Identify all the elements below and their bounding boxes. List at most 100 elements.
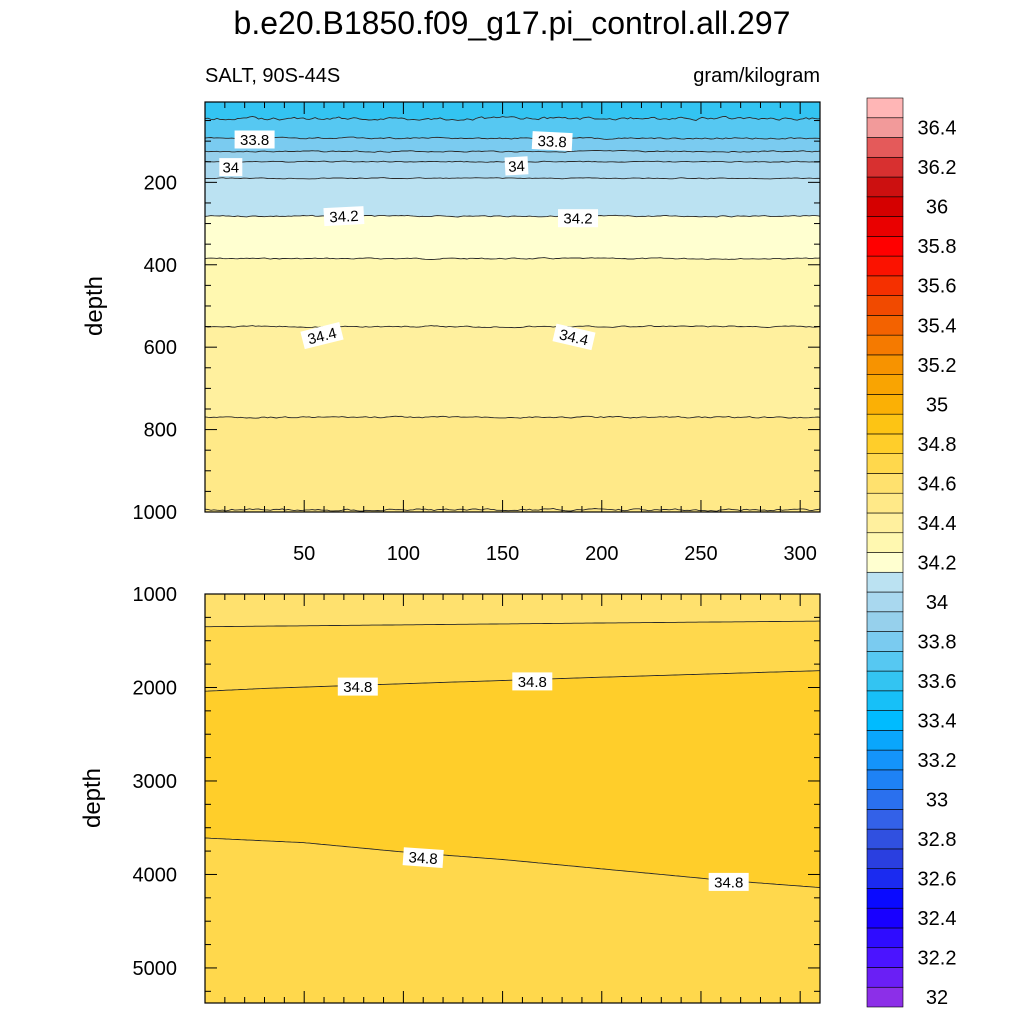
- colorbar-swatch: [866, 670, 904, 692]
- colorbar-swatch: [866, 907, 904, 929]
- top-contour-label-text: 34.2: [329, 208, 359, 227]
- top-contour-line: [205, 115, 820, 121]
- bottom-y-axis-title: depth: [79, 768, 106, 828]
- top-contour-label-text: 34.4: [306, 325, 338, 349]
- colorbar-swatch: [866, 394, 904, 415]
- colorbar-label: 33: [926, 790, 948, 812]
- bottom-contour-label-text: 34.8: [408, 849, 438, 868]
- top-band: [205, 325, 820, 419]
- colorbar-label: 33.6: [918, 671, 957, 693]
- colorbar-label: 34.2: [918, 552, 957, 574]
- bottom-panel: 34.8 34.8 34.8 34.8 1000 2000 3000 4000 5000: [133, 584, 821, 1004]
- colorbar-swatch: [866, 255, 904, 277]
- colorbar-swatch: [866, 176, 904, 198]
- top-x-tick-label: 200: [585, 543, 618, 565]
- top-contour-label-text: 34: [222, 160, 239, 177]
- colorbar-swatch: [866, 413, 904, 435]
- top-y-axis-title: depth: [81, 276, 108, 336]
- colorbar-swatch: [866, 492, 904, 514]
- chart-title: b.e20.B1850.f09_g17.pi_control.all.297: [234, 5, 791, 41]
- colorbar-swatch: [866, 888, 904, 909]
- top-contour-label-text: 34.2: [563, 211, 592, 228]
- top-contour-line: [205, 325, 820, 329]
- top-contour-label: 34.4: [300, 322, 344, 350]
- variable-label: SALT, 90S-44S: [205, 65, 340, 87]
- colorbar-swatch: [866, 868, 904, 889]
- top-contour-label: 34.4: [552, 323, 596, 351]
- bottom-contour-label: 34.8: [708, 872, 749, 891]
- colorbar-label: 36: [926, 197, 948, 219]
- colorbar-swatch: [866, 196, 904, 217]
- colorbar-swatch: [866, 236, 904, 257]
- bottom-contour-label: 34.8: [337, 677, 378, 696]
- top-y-tick-label: 200: [144, 172, 177, 194]
- colorbar-swatch: [866, 137, 904, 158]
- colorbar-swatch: [866, 532, 904, 553]
- top-contour-label: 34.2: [558, 209, 598, 228]
- colorbar-swatch: [866, 216, 904, 237]
- colorbar-label: 32.4: [918, 908, 957, 930]
- colorbar-label: 35: [926, 394, 948, 416]
- colorbar-swatch: [866, 848, 904, 869]
- colorbar-swatch: [866, 631, 904, 652]
- top-x-tick-label: 300: [783, 543, 816, 565]
- top-contour-line: [205, 257, 820, 260]
- colorbar-swatch: [866, 789, 904, 810]
- bottom-y-tick-label: 1000: [133, 584, 178, 606]
- top-contour-label: 34.2: [323, 206, 365, 227]
- top-contour-line: [205, 149, 820, 153]
- colorbar-swatch: [866, 690, 904, 711]
- top-band: [205, 257, 820, 328]
- colorbar-label: 35.8: [918, 236, 957, 258]
- colorbar-swatch: [866, 473, 904, 494]
- colorbar-swatch: [866, 295, 904, 316]
- bottom-contour-label-text: 34.8: [518, 674, 547, 691]
- top-y-tick-label: 800: [144, 420, 177, 442]
- top-y-tick-label: 600: [144, 337, 177, 359]
- colorbar-label: 36.4: [918, 118, 957, 140]
- top-band: [205, 177, 820, 218]
- colorbar-swatch: [866, 710, 904, 731]
- bottom-plot-area: [205, 594, 820, 1003]
- colorbar-swatch: [866, 730, 904, 751]
- colorbar-label: 34.6: [918, 473, 957, 495]
- colorbar-swatch: [866, 97, 904, 119]
- colorbar-label: 32.8: [918, 829, 957, 851]
- colorbar-label: 36.2: [918, 157, 957, 179]
- top-contour-line: [205, 214, 820, 218]
- colorbar-swatch: [866, 927, 904, 949]
- colorbar-label: 35.6: [918, 276, 957, 298]
- colorbar-swatch: [866, 769, 904, 790]
- colorbar-label: 35.2: [918, 355, 957, 377]
- colorbar-swatch: [866, 117, 904, 138]
- bottom-contour-label-text: 34.8: [714, 874, 743, 891]
- top-contour-label-text: 33.8: [240, 132, 269, 149]
- top-contour-label-text: 34: [508, 158, 526, 176]
- bottom-frame: [204, 593, 821, 1004]
- colorbar-label: 34.8: [918, 434, 957, 456]
- colorbar-swatch: [866, 749, 904, 771]
- bottom-contour-label: 34.8: [402, 847, 444, 868]
- colorbar-swatch: [866, 947, 904, 968]
- top-contour-line: [205, 177, 820, 180]
- colorbar-swatch: [866, 453, 904, 474]
- top-contour-label: 33.8: [234, 130, 275, 149]
- colorbar-swatch: [866, 275, 904, 296]
- colorbar-swatch: [866, 374, 904, 395]
- top-band: [205, 136, 820, 153]
- colorbar-swatch: [866, 986, 904, 1008]
- bottom-contour-label-text: 34.8: [343, 679, 372, 696]
- top-contour-label: 34: [219, 158, 243, 177]
- top-x-tick-label: 250: [684, 543, 717, 565]
- bottom-y-tick-label: 3000: [133, 771, 178, 793]
- top-band: [205, 415, 820, 512]
- bottom-y-tick-label: 4000: [133, 864, 178, 886]
- colorbar-label: 33.2: [918, 750, 957, 772]
- top-contour-label: 33.8: [531, 131, 573, 151]
- top-frame: [204, 101, 821, 513]
- colorbar-label: 34.4: [918, 513, 957, 535]
- top-contour-line: [205, 136, 820, 140]
- colorbar-swatch: [866, 611, 904, 632]
